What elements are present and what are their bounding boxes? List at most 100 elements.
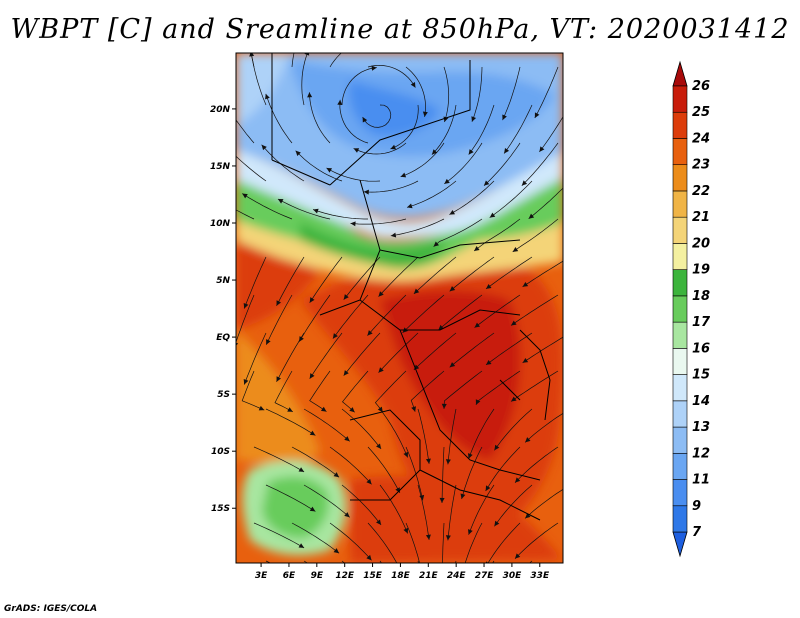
streamline [236, 209, 255, 220]
streamline [265, 408, 316, 436]
streamline [291, 53, 295, 68]
x-tick-label: 9E [311, 571, 324, 581]
streamline [367, 522, 398, 563]
streamline [475, 370, 521, 405]
streamline-arrow [332, 333, 338, 339]
streamline-arrow [299, 336, 304, 342]
colorbar-label: 14 [692, 394, 710, 409]
streamline [250, 53, 267, 106]
colorbar-label: 22 [692, 184, 710, 199]
streamline-arrow [494, 597, 499, 603]
streamline [326, 167, 381, 182]
streamline-arrow [366, 554, 372, 561]
streamline-arrow [378, 291, 384, 297]
x-tick-label: 30E [503, 571, 523, 581]
y-tick-label: 15N [210, 162, 231, 172]
colorbar-label: 19 [692, 263, 710, 278]
streamline-arrow [440, 574, 445, 579]
streamline [474, 294, 521, 328]
streamline [431, 104, 457, 155]
x-tick-label: 27E [475, 571, 495, 581]
streamline-arrow [313, 208, 319, 214]
streamline [303, 484, 350, 518]
streamline [405, 66, 426, 117]
streamline-arrow [441, 403, 447, 409]
streamline [343, 332, 381, 376]
streamline-arrow [344, 512, 350, 518]
streamline-arrow [445, 459, 451, 465]
streamline-arrow [371, 65, 377, 71]
streamline-arrow [525, 513, 531, 519]
colorbar-label: 12 [692, 446, 710, 461]
streamline-arrow [309, 297, 315, 303]
streamline-arrow [494, 520, 500, 527]
streamline [522, 260, 563, 288]
streamline-arrow [528, 213, 535, 219]
streamline [309, 256, 343, 303]
streamline [449, 256, 495, 292]
streamline [468, 104, 495, 155]
streamline-arrow [486, 283, 492, 289]
streamline-arrow [366, 478, 372, 485]
x-tick-label: 12E [335, 571, 355, 581]
streamline [298, 294, 331, 342]
field-core-26 [380, 290, 521, 460]
streamline-arrow [494, 444, 500, 451]
colorbar-label: 21 [692, 210, 710, 225]
streamline-arrow [502, 114, 507, 121]
streamline-arrow [521, 180, 528, 186]
streamline [502, 66, 521, 121]
streamline [265, 294, 293, 345]
streamline-arrow [224, 144, 229, 149]
streamline-arrow [485, 485, 491, 492]
streamline [329, 446, 372, 485]
streamline [413, 332, 457, 371]
field-blue-14 [236, 53, 290, 125]
streamline [362, 104, 392, 128]
streamline-arrow [539, 146, 545, 152]
streamline-arrow [403, 604, 408, 610]
colorbar-swatch [672, 138, 688, 166]
streamline [524, 412, 563, 443]
streamline [494, 408, 533, 451]
streamline [521, 142, 559, 186]
streamline-arrow [514, 477, 521, 483]
streamline-arrow [249, 53, 255, 57]
streamline-arrow [514, 553, 521, 559]
streamline [471, 66, 483, 122]
streamline-arrow [403, 451, 409, 458]
x-tick-label: 24E [447, 571, 467, 581]
streamline [468, 484, 495, 535]
streamline-arrow [511, 396, 517, 402]
streamline-arrow [310, 583, 316, 588]
streamline [367, 294, 407, 336]
streamline-arrow [333, 472, 340, 478]
streamline-arrow [419, 494, 425, 501]
streamline [514, 522, 559, 559]
streamline-arrow [363, 189, 369, 195]
streamline [492, 560, 495, 563]
streamline-arrow [433, 241, 439, 247]
streamline-arrow [376, 595, 381, 600]
streamline-arrow [266, 339, 271, 345]
streamline-arrow [525, 437, 531, 443]
streamline-arrow [205, 192, 211, 197]
streamline-arrow [243, 303, 249, 309]
streamline-arrow [376, 443, 382, 449]
streamline [485, 256, 533, 290]
colorbar-swatch [672, 111, 688, 139]
streamline [378, 332, 419, 373]
streamline [301, 53, 308, 106]
streamline-arrow [425, 534, 431, 540]
streamline [449, 332, 495, 368]
streamline [329, 522, 372, 561]
streamline-arrow [277, 199, 284, 204]
colorbar-label: 25 [692, 105, 710, 120]
streamline [295, 150, 343, 182]
streamline-arrow [468, 529, 473, 535]
streamline [291, 446, 340, 478]
streamline [442, 522, 445, 563]
streamline [276, 256, 305, 306]
streamline-arrow [221, 98, 226, 104]
